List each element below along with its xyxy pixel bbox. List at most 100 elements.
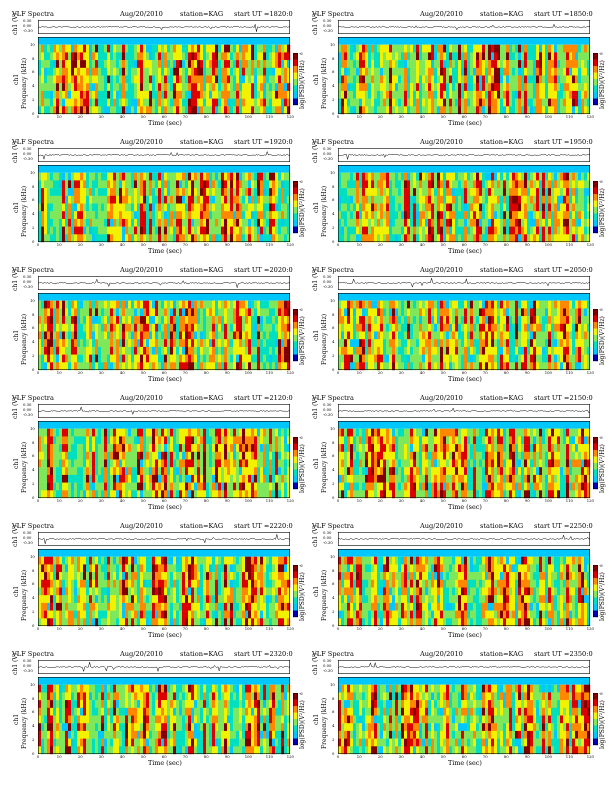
spectrogram-cell	[227, 67, 231, 76]
spectrogram-cell	[422, 203, 426, 212]
spectrogram-cell	[50, 218, 54, 227]
spectrogram-cell	[371, 83, 375, 92]
spectrogram-cell	[257, 60, 261, 68]
spectrogram-cell	[449, 188, 453, 196]
spectrogram-cell	[401, 226, 405, 235]
waveform-strip	[337, 148, 591, 162]
spectrogram-cell	[491, 195, 495, 204]
spectrogram-cell	[584, 195, 588, 204]
spectrogram-cell	[56, 195, 60, 204]
spectrogram-cell	[185, 52, 189, 61]
spectrogram-cell	[515, 354, 519, 363]
spectrogram-cell	[428, 52, 432, 61]
spectrogram-cell	[578, 188, 582, 196]
spectrogram-cell	[122, 316, 126, 324]
spectrogram-cell	[224, 211, 228, 220]
spectrogram-cell	[545, 362, 549, 371]
spectrogram-cell	[503, 354, 507, 363]
spectrogram-cell	[209, 203, 213, 212]
spectrogram-cell	[236, 188, 240, 196]
spectrogram-cell	[356, 331, 360, 340]
spectrogram-cell	[380, 83, 384, 92]
spectrogram-cell	[167, 188, 171, 196]
spectrogram-cell	[476, 83, 480, 92]
spectrogram-cell	[227, 308, 231, 317]
spectrogram-cell	[194, 83, 198, 92]
spectrogram-cell	[398, 339, 402, 348]
spectrogram-cell	[407, 60, 411, 68]
spectrogram-cell	[398, 346, 402, 355]
spectrogram-cell	[479, 52, 483, 61]
spectrogram-cell	[116, 218, 120, 227]
spectrogram-cell	[116, 44, 120, 53]
spectrogram-cell	[155, 308, 159, 317]
spectrogram-cell	[194, 354, 198, 363]
spectrogram-cell	[269, 188, 273, 196]
spectrogram-cell	[182, 234, 186, 243]
spectrogram-cell	[512, 180, 516, 189]
spectrogram-cell	[122, 323, 126, 332]
spectrogram-cell	[47, 323, 51, 332]
colorbar-segment	[293, 220, 298, 227]
spectrogram-cell	[536, 52, 540, 61]
spectrogram-cell	[209, 300, 213, 309]
spectrogram-cell	[230, 203, 234, 212]
spectrogram-cell	[359, 195, 363, 204]
spectrogram-cell	[416, 44, 420, 53]
spectrogram-cell	[230, 362, 234, 371]
spectrogram-cell	[92, 308, 96, 317]
spectrogram-cell	[461, 308, 465, 317]
spectrogram-cell	[278, 44, 282, 53]
spectrogram-cell	[173, 180, 177, 189]
spectrogram-cell	[494, 98, 498, 107]
spectrogram-cell	[584, 362, 588, 371]
spectrogram-cell	[422, 52, 426, 61]
x-tick-label: 0	[36, 242, 40, 247]
spectrogram-cell	[461, 234, 465, 243]
spectrogram-cell	[254, 98, 258, 107]
spectrogram-cell	[374, 83, 378, 92]
spectrogram-cell	[197, 339, 201, 348]
spectrogram-cell	[116, 83, 120, 92]
spectrogram-cell	[62, 316, 66, 324]
spectrogram-cell	[428, 316, 432, 324]
spectrogram-cell	[74, 195, 78, 204]
spectrogram-cell	[134, 226, 138, 235]
spectrogram-cell	[353, 90, 357, 99]
spectrogram-cell	[473, 60, 477, 68]
spectrogram-cell	[125, 234, 129, 243]
spectrogram-cell	[572, 211, 576, 220]
spectrogram-cell	[203, 172, 207, 181]
spectrogram-cell	[284, 195, 288, 204]
spectrogram-cell	[524, 323, 528, 332]
spectrogram-cell	[557, 226, 561, 235]
spectrogram-cell	[404, 52, 408, 61]
spectrogram-cell	[233, 234, 237, 243]
spectrogram-cell	[350, 98, 354, 107]
spectrogram-cell	[161, 316, 165, 324]
spectrogram-cell	[551, 188, 555, 196]
spectrogram-cell	[464, 339, 468, 348]
spectrogram-cell	[515, 60, 519, 68]
spectrogram-cell	[149, 90, 153, 99]
spectrogram-cell	[179, 300, 183, 309]
spectrogram-cell	[239, 346, 243, 355]
spectrogram-cell	[68, 482, 72, 491]
spectrogram-cell	[146, 211, 150, 220]
spectrogram-cell	[569, 346, 573, 355]
spectrogram-cell	[575, 180, 579, 189]
spectrogram-cell	[344, 362, 348, 371]
panel-station: station=KAG	[180, 394, 224, 402]
spectrogram-cell	[491, 75, 495, 84]
spectrogram-cell	[188, 90, 192, 99]
spectrogram-cell	[467, 331, 471, 340]
spectrogram-cell	[80, 316, 84, 324]
spectrogram-cell	[554, 60, 558, 68]
spectrogram-cell	[458, 44, 462, 53]
spectrogram-cell	[494, 90, 498, 99]
spectrogram-cell	[38, 75, 42, 84]
x-tick-label: 40	[419, 370, 425, 375]
spectrogram-cell	[473, 339, 477, 348]
spectrogram-cell	[485, 98, 489, 107]
colorbar-segment	[293, 315, 298, 323]
